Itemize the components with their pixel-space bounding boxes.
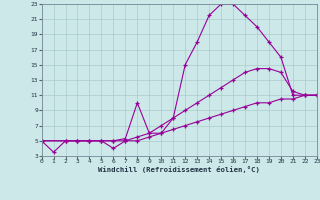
X-axis label: Windchill (Refroidissement éolien,°C): Windchill (Refroidissement éolien,°C) (98, 166, 260, 173)
